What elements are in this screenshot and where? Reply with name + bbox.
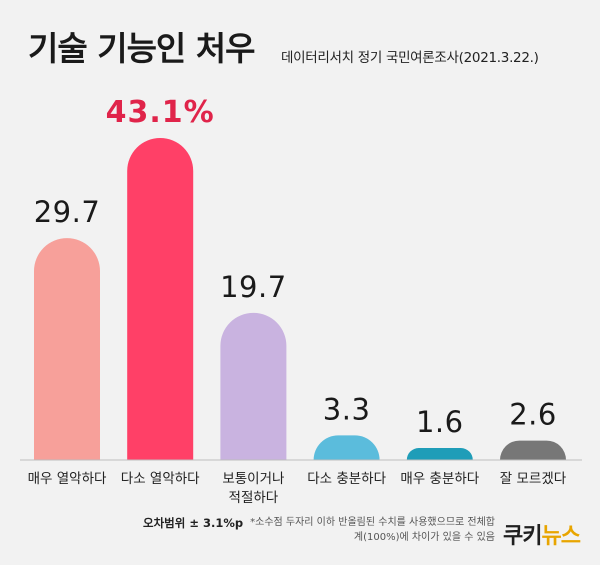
- chart-title: 기술 기능인 처우: [28, 29, 255, 68]
- rounding-note: *소수점 두자리 이하 반올림된 수치를 사용했으므로 전체합계(100%)에 …: [250, 517, 495, 543]
- bar-4: [406, 448, 473, 460]
- data-label-3: 3.3: [323, 392, 371, 426]
- data-label-0: 29.7: [34, 195, 101, 229]
- margin-of-error: 오차범위 ± 3.1%p: [143, 516, 244, 530]
- bar-1: [127, 138, 194, 460]
- category-label-0: 매우 열악하다: [28, 471, 107, 487]
- logo-part-kuki: 쿠키: [503, 524, 542, 549]
- logo-part-news: 뉴스: [541, 524, 580, 549]
- bar-5: [500, 440, 566, 460]
- category-label-3: 다소 충분하다: [307, 471, 386, 487]
- data-label-5: 2.6: [509, 398, 557, 432]
- category-label-2-line-1: 적절하다: [229, 490, 279, 506]
- data-label-1: 43.1%: [106, 95, 215, 130]
- data-label-2: 19.7: [220, 270, 287, 304]
- chart-subtitle: 데이터리서치 정기 국민여론조사(2021.3.22.): [281, 50, 539, 66]
- bar-3: [313, 435, 380, 460]
- category-label-2-line-0: 보통이거나: [222, 471, 284, 487]
- kuki-news-logo: 쿠키뉴스: [503, 518, 581, 550]
- data-label-4: 1.6: [416, 405, 464, 439]
- category-label-1: 다소 열악하다: [121, 471, 200, 487]
- bar-0: [34, 238, 100, 460]
- bar-2: [220, 312, 287, 460]
- category-label-4: 매우 충분하다: [400, 471, 479, 487]
- category-label-5: 잘 모르겠다: [500, 471, 567, 487]
